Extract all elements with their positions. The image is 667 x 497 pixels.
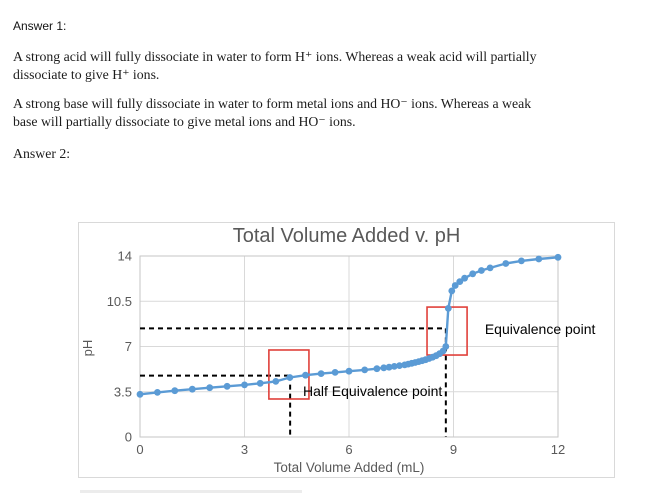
annotation-equivalence-point: Equivalence point — [485, 321, 596, 337]
x-tick-label: 0 — [136, 442, 143, 457]
data-point-marker — [451, 282, 459, 289]
data-point-marker — [448, 287, 456, 295]
data-point-marker — [535, 255, 543, 263]
y-tick-label: 0 — [125, 430, 132, 445]
data-point-marker — [331, 369, 339, 376]
answer1-acid-paragraph: A strong acid will fully dissociate in w… — [13, 49, 537, 82]
data-point-marker — [317, 370, 325, 377]
data-point-marker — [469, 270, 477, 278]
chart-plot-area: 0 3 6 9 12 0 3.5 7 10.5 14 Equivalence point Half E… — [107, 249, 596, 458]
data-point-marker — [502, 260, 510, 267]
answer1-base-paragraph: A strong base will fully dissociate in w… — [13, 96, 532, 129]
cropped-artifact — [80, 490, 302, 493]
x-tick-label: 9 — [450, 442, 457, 457]
titration-chart: Total Volume Added v. pH 0 3 6 9 12 0 3.5 7 10.5… — [78, 222, 615, 478]
data-point-marker — [241, 381, 248, 389]
x-axis-title: Total Volume Added (mL) — [273, 460, 425, 475]
chart-title: Total Volume Added v. pH — [232, 225, 461, 247]
data-point-marker — [154, 389, 161, 396]
y-tick-label: 7 — [125, 339, 132, 354]
data-point-marker — [554, 253, 562, 261]
y-tick-label: 10.5 — [107, 294, 132, 309]
data-point-marker — [361, 366, 369, 374]
data-point-marker — [385, 363, 393, 371]
x-tick-label: 12 — [551, 442, 565, 457]
data-point-marker — [390, 363, 398, 370]
answer2-label: Answer 2: — [13, 146, 71, 161]
data-point-marker — [486, 264, 494, 272]
data-point-marker — [136, 390, 144, 398]
y-tick-label: 14 — [118, 249, 132, 264]
data-point-marker — [345, 367, 353, 375]
plot-border — [139, 255, 559, 438]
data-point-marker — [188, 385, 196, 393]
x-tick-label: 6 — [345, 442, 352, 457]
data-point-marker — [442, 343, 450, 350]
data-point-marker — [171, 387, 179, 395]
answer1-label: Answer 1: — [13, 19, 67, 33]
data-point-marker — [286, 374, 294, 381]
data-point-marker — [380, 364, 388, 372]
data-point-marker — [461, 274, 468, 282]
data-point-marker — [396, 362, 403, 369]
data-point-marker — [256, 379, 264, 387]
data-point-marker — [373, 365, 381, 373]
data-point-marker — [302, 371, 309, 379]
annotation-half-equivalence-point: Half Equivalence point — [303, 383, 442, 399]
data-point-marker — [518, 257, 525, 265]
data-point-marker — [444, 305, 452, 312]
x-tick-label: 3 — [241, 442, 248, 457]
data-point-marker — [456, 278, 464, 285]
data-point-marker — [223, 382, 231, 390]
y-axis-title: pH — [80, 339, 95, 357]
data-point-marker — [272, 378, 280, 385]
y-tick-label: 3.5 — [114, 384, 132, 399]
data-point-marker — [478, 267, 485, 274]
data-point-marker — [206, 384, 214, 392]
